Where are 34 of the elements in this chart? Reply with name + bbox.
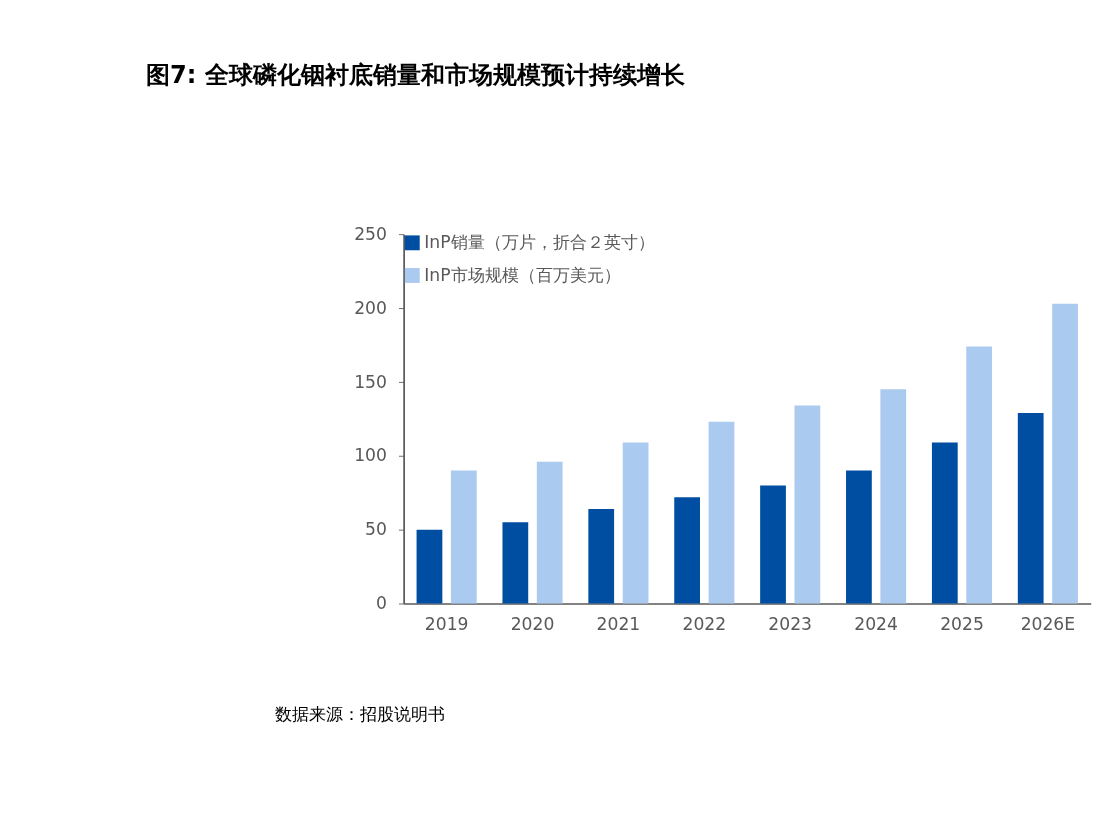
y-tick-label: 150 xyxy=(354,371,387,392)
bar xyxy=(966,346,993,604)
bar xyxy=(1052,303,1078,604)
bar xyxy=(622,442,649,604)
x-tick-label: 2020 xyxy=(510,613,555,634)
y-tick-label: 250 xyxy=(354,223,387,244)
bar xyxy=(502,522,529,604)
y-tick-label: 100 xyxy=(354,445,387,466)
x-tick-label: 2022 xyxy=(682,613,727,634)
x-tick-label: 2019 xyxy=(424,613,469,634)
bar xyxy=(674,497,701,604)
y-tick-label: 200 xyxy=(354,297,387,318)
bar xyxy=(931,442,958,604)
y-tick-label: 0 xyxy=(376,593,387,614)
x-tick-label: 2026E xyxy=(1020,613,1076,634)
bar xyxy=(880,389,907,604)
chart-title: 图7: 全球磷化铟衬底销量和市场规模预计持续增长 xyxy=(146,61,685,90)
source-note: 数据来源：招股说明书 xyxy=(274,704,445,725)
x-tick-label: 2021 xyxy=(596,613,641,634)
bar xyxy=(536,461,563,604)
x-tick-label: 2025 xyxy=(940,613,984,634)
bar xyxy=(708,421,735,604)
bar xyxy=(846,470,872,604)
bar xyxy=(1017,413,1044,604)
legend-label: InP销量（万片，折合２英寸） xyxy=(424,231,655,252)
x-tick-label: 2023 xyxy=(768,613,813,634)
bar xyxy=(450,470,477,604)
bar xyxy=(794,405,821,604)
bar xyxy=(760,485,786,604)
y-tick-label: 50 xyxy=(365,519,387,540)
legend-label: InP市场规模（百万美元） xyxy=(424,264,621,285)
bar xyxy=(416,529,443,604)
x-tick-label: 2024 xyxy=(854,613,898,634)
bar xyxy=(588,509,615,604)
